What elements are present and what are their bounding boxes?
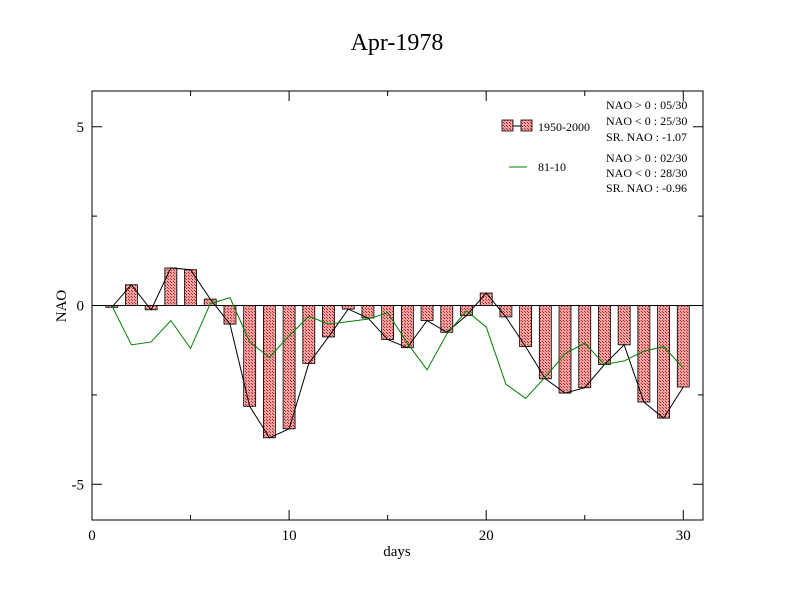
legend-label-series-1: 1950-2000 [538, 120, 590, 134]
y-axis-label: NAO [54, 290, 70, 323]
x-tick-label: 30 [676, 528, 691, 544]
stats-series-1-negative: NAO < 0 : 25/30 [606, 114, 687, 128]
y-tick-label: 5 [77, 120, 85, 136]
x-axis-label: days [383, 544, 411, 560]
legend-swatch-bar-left [501, 119, 514, 132]
stats-series-2-sr: SR. NAO : -0.96 [606, 181, 687, 195]
bar-day-23 [538, 305, 552, 380]
bar-day-24 [558, 305, 572, 394]
y-tick-label: 0 [77, 299, 85, 315]
x-tick-label: 20 [479, 528, 494, 544]
bar-day-30 [676, 305, 690, 388]
bar-day-10 [282, 305, 296, 430]
bar-day-11 [302, 305, 316, 364]
legend-swatch-bar-right [520, 119, 533, 132]
bar-day-25 [578, 305, 592, 389]
bar-day-8 [243, 305, 257, 407]
bar-day-12 [322, 305, 335, 338]
bar-day-20 [479, 292, 493, 306]
legend: 1950-2000 81-10 NAO > 0 : 05/30 NAO < 0 … [501, 98, 687, 195]
series-line-1 [111, 267, 684, 439]
y-tick-label: -5 [72, 477, 85, 493]
x-tick-label: 0 [88, 528, 96, 544]
bar-day-17 [420, 305, 434, 321]
bar-day-29 [657, 305, 670, 419]
x-axis-ticks: 0 10 20 30 [88, 91, 691, 544]
bar-day-9 [262, 305, 276, 439]
series-line-2 [111, 297, 684, 400]
stats-series-1-sr: SR. NAO : -1.07 [606, 130, 687, 144]
y-axis-ticks: 5 0 -5 [72, 120, 703, 493]
bars-group [92, 267, 703, 439]
bar-day-2 [125, 284, 138, 306]
stats-series-1-positive: NAO > 0 : 05/30 [606, 98, 687, 112]
stats-series-2-positive: NAO > 0 : 02/30 [606, 151, 687, 165]
x-tick-label: 10 [282, 528, 297, 544]
stats-series-2-negative: NAO < 0 : 28/30 [606, 166, 687, 180]
legend-label-series-2: 81-10 [538, 160, 566, 174]
chart-title: Apr-1978 [351, 30, 444, 56]
bar-day-26 [598, 305, 611, 365]
lines-group [111, 267, 684, 439]
bar-day-27 [617, 305, 631, 346]
bar-day-4 [164, 267, 178, 306]
